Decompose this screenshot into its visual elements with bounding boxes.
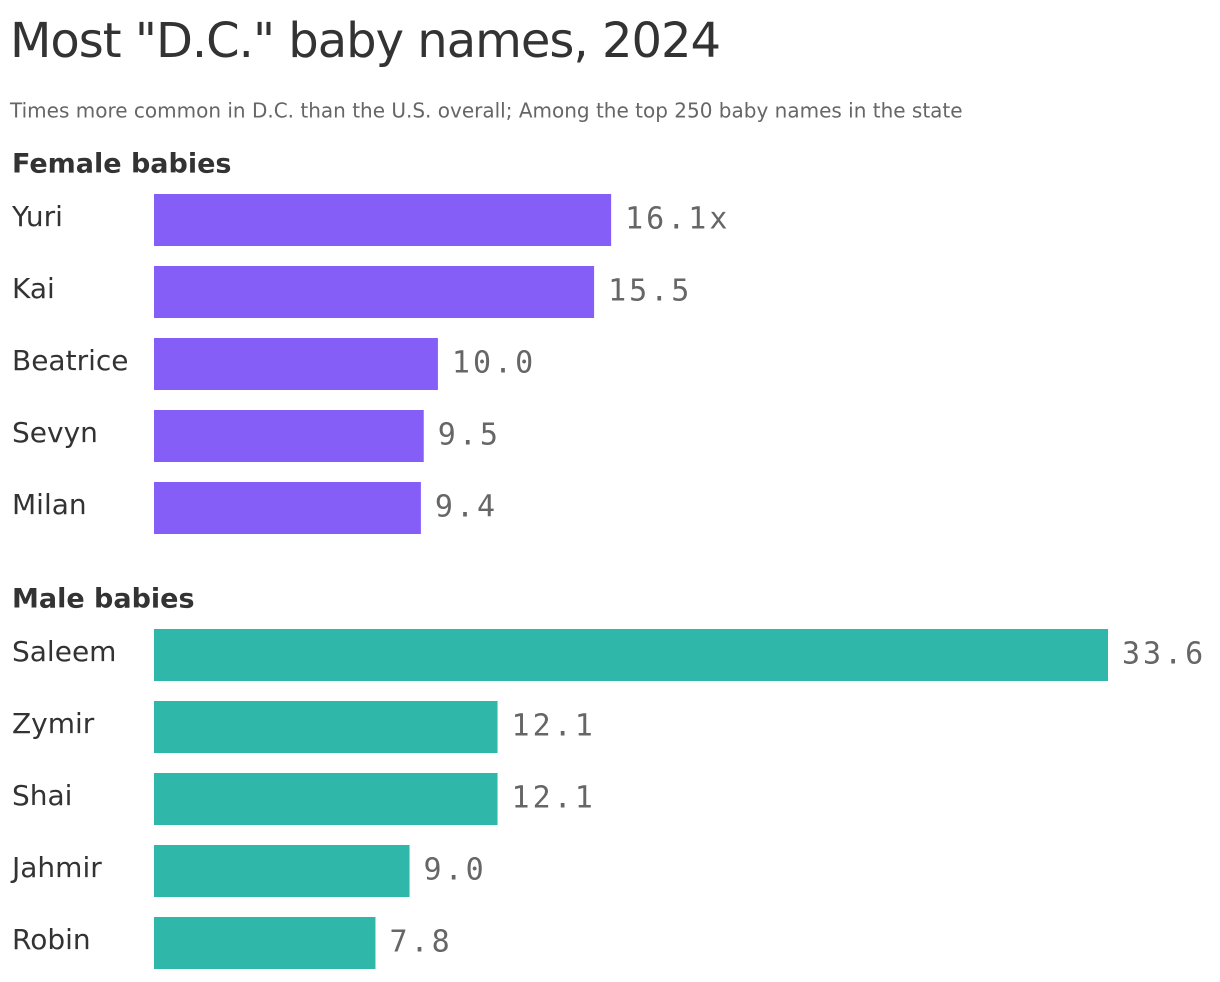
value-label: 15.5 xyxy=(608,274,692,309)
value-label: 9.4 xyxy=(435,490,498,525)
chart-title: Most "D.C." baby names, 2024 xyxy=(10,13,720,69)
bar xyxy=(154,266,595,318)
category-label: Beatrice xyxy=(12,344,128,377)
category-label: Saleem xyxy=(12,635,116,668)
bar xyxy=(154,338,438,390)
chart-subtitle: Times more common in D.C. than the U.S. … xyxy=(9,99,963,123)
value-label: 10.0 xyxy=(452,346,536,381)
bar xyxy=(154,845,410,897)
bar xyxy=(154,629,1108,681)
section-title: Female babies xyxy=(12,149,232,180)
value-label: 16.1x xyxy=(625,202,730,237)
value-label: 12.1 xyxy=(512,709,596,744)
category-label: Milan xyxy=(12,488,87,521)
category-label: Kai xyxy=(12,272,55,305)
bar xyxy=(154,410,424,462)
bar xyxy=(154,701,498,753)
value-label: 9.5 xyxy=(438,418,501,453)
section-title: Male babies xyxy=(12,584,195,615)
bar xyxy=(154,917,376,969)
value-label: 7.8 xyxy=(389,925,452,960)
value-label: 9.0 xyxy=(424,853,487,888)
category-label: Zymir xyxy=(12,707,95,740)
category-label: Yuri xyxy=(11,200,63,233)
bar xyxy=(154,194,612,246)
bar xyxy=(154,773,498,825)
bar xyxy=(154,482,421,534)
category-label: Jahmir xyxy=(10,851,102,884)
value-label: 33.6 xyxy=(1122,637,1206,672)
value-label: 12.1 xyxy=(512,781,596,816)
category-label: Shai xyxy=(12,779,72,812)
category-label: Sevyn xyxy=(12,416,98,449)
category-label: Robin xyxy=(12,923,91,956)
